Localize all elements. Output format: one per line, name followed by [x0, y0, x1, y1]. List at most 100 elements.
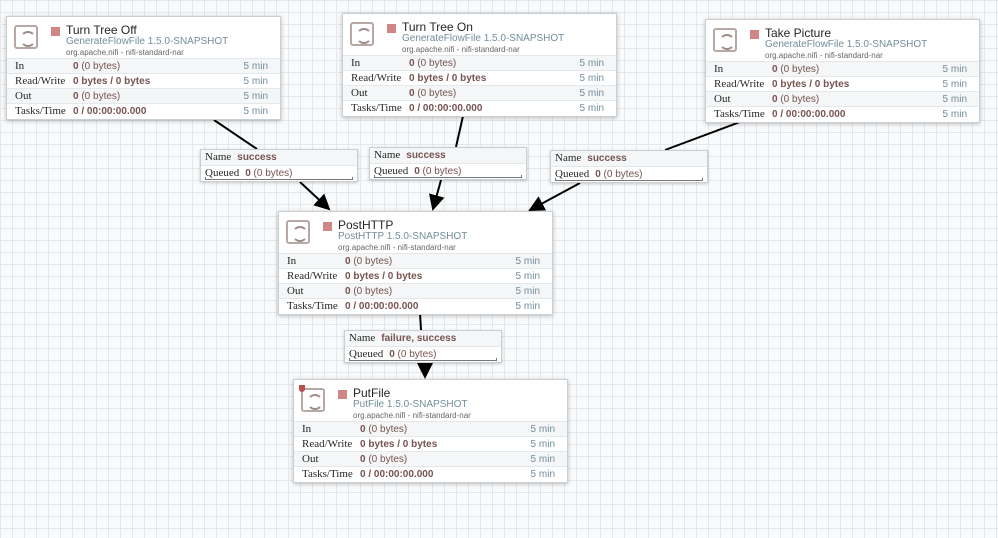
edge-turn-tree-off-to-posthttp [213, 119, 329, 209]
backpressure-bar [349, 358, 497, 361]
stat-row: Tasks/Time 0 / 00:00:00.000 5 min [706, 106, 979, 121]
stat-time: 5 min [579, 58, 604, 69]
connection-name-label: Name [205, 151, 232, 163]
stat-row: In 0 (0 bytes) 5 min [279, 253, 552, 268]
stat-row: Out 0 (0 bytes) 5 min [7, 88, 280, 103]
processor-turn-tree-on[interactable]: Turn Tree On GenerateFlowFile 1.5.0-SNAP… [342, 13, 617, 117]
queued-label: Queued [205, 167, 240, 179]
stat-row: Out 0 (0 bytes) 5 min [294, 451, 567, 466]
stat-row: Read/Write 0 bytes / 0 bytes 5 min [7, 73, 280, 88]
relationship-name: success [237, 152, 277, 163]
processor-name: PostHTTP [338, 218, 394, 232]
stat-label: Tasks/Time [714, 108, 765, 120]
connection-label[interactable]: Name success Queued 0 (0 bytes) [369, 147, 527, 180]
stat-time: 5 min [942, 109, 967, 120]
processor-bundle: org.apache.nifi - nifi-standard-nar [353, 411, 471, 420]
edge-posthttp-to-putfile [420, 312, 425, 377]
stat-row: Read/Write 0 bytes / 0 bytes 5 min [279, 268, 552, 283]
stat-row: Tasks/Time 0 / 00:00:00.000 5 min [343, 100, 616, 115]
connection-label[interactable]: Name success Queued 0 (0 bytes) [200, 149, 358, 182]
processor-type: GenerateFlowFile 1.5.0-SNAPSHOT [66, 36, 229, 47]
queued-size: (0 bytes) [394, 349, 437, 360]
stat-value: 0 (0 bytes) [73, 91, 121, 102]
stat-label: In [714, 63, 724, 75]
stat-value: 0 bytes / 0 bytes [772, 79, 850, 90]
stat-label: In [15, 60, 25, 72]
stat-row: In 0 (0 bytes) 5 min [294, 421, 567, 436]
stat-time: 5 min [515, 301, 540, 312]
stat-time: 5 min [243, 106, 268, 117]
stat-value: 0 / 00:00:00.000 [409, 103, 483, 114]
stat-value: 0 (0 bytes) [409, 58, 457, 69]
processor-posthttp[interactable]: PostHTTP PostHTTP 1.5.0-SNAPSHOT org.apa… [278, 211, 553, 315]
stat-label: Out [351, 87, 368, 99]
stat-row: Out 0 (0 bytes) 5 min [706, 91, 979, 106]
stat-label: Read/Write [351, 72, 402, 84]
stat-time: 5 min [942, 94, 967, 105]
processor-icon [301, 388, 325, 412]
stat-row: Read/Write 0 bytes / 0 bytes 5 min [706, 76, 979, 91]
relationship-name: success [587, 153, 627, 164]
processor-putfile[interactable]: PutFile PutFile 1.5.0-SNAPSHOT org.apach… [293, 379, 568, 483]
processor-type: PutFile 1.5.0-SNAPSHOT [353, 399, 468, 410]
stopped-icon [323, 222, 332, 231]
stopped-icon [51, 27, 60, 36]
stat-time: 5 min [530, 454, 555, 465]
queued-size: (0 bytes) [250, 168, 293, 179]
stat-value: 0 bytes / 0 bytes [345, 271, 423, 282]
queued-label: Queued [349, 348, 384, 360]
relationship-name: failure, success [381, 333, 457, 344]
stat-label: Read/Write [15, 75, 66, 87]
stat-value: 0 (0 bytes) [409, 88, 457, 99]
processor-name: Turn Tree Off [66, 23, 137, 37]
stopped-icon [750, 30, 759, 39]
stat-time: 5 min [530, 469, 555, 480]
queued-count: 0 [389, 349, 395, 360]
stat-value: 0 / 00:00:00.000 [772, 109, 846, 120]
connection-label[interactable]: Name failure, success Queued 0 (0 bytes) [344, 330, 502, 363]
processor-turn-tree-off[interactable]: Turn Tree Off GenerateFlowFile 1.5.0-SNA… [6, 16, 281, 120]
backpressure-bar [555, 178, 703, 181]
stat-label: Out [15, 90, 32, 102]
stat-label: Tasks/Time [15, 105, 66, 117]
queued-label: Queued [374, 165, 409, 177]
stat-row: Read/Write 0 bytes / 0 bytes 5 min [294, 436, 567, 451]
stat-time: 5 min [530, 424, 555, 435]
processor-bundle: org.apache.nifi - nifi-standard-nar [765, 51, 883, 60]
processor-icon [14, 25, 38, 49]
stopped-icon [387, 24, 396, 33]
stat-label: Read/Write [287, 270, 338, 282]
connection-name-label: Name [555, 152, 582, 164]
stat-value: 0 bytes / 0 bytes [409, 73, 487, 84]
queued-count: 0 [414, 166, 420, 177]
edge-turn-tree-on-to-posthttp [433, 115, 464, 209]
backpressure-bar [374, 175, 522, 178]
processor-bundle: org.apache.nifi - nifi-standard-nar [402, 45, 520, 54]
stat-value: 0 / 00:00:00.000 [345, 301, 419, 312]
stat-time: 5 min [579, 103, 604, 114]
stat-time: 5 min [243, 61, 268, 72]
relationship-name: success [406, 150, 446, 161]
stat-row: Read/Write 0 bytes / 0 bytes 5 min [343, 70, 616, 85]
stat-value: 0 (0 bytes) [345, 286, 393, 297]
processor-take-picture[interactable]: Take Picture GenerateFlowFile 1.5.0-SNAP… [705, 19, 980, 123]
stat-label: Out [302, 453, 319, 465]
queued-label: Queued [555, 168, 590, 180]
stat-label: Tasks/Time [287, 300, 338, 312]
stat-time: 5 min [243, 76, 268, 87]
queued-size: (0 bytes) [600, 169, 643, 180]
stat-label: Out [287, 285, 304, 297]
processor-bundle: org.apache.nifi - nifi-standard-nar [66, 48, 184, 57]
stat-value: 0 (0 bytes) [345, 256, 393, 267]
stat-value: 0 (0 bytes) [73, 61, 121, 72]
stat-label: In [287, 255, 297, 267]
stat-row: In 0 (0 bytes) 5 min [706, 61, 979, 76]
stat-row: Tasks/Time 0 / 00:00:00.000 5 min [7, 103, 280, 118]
stat-value: 0 / 00:00:00.000 [73, 106, 147, 117]
processor-type: PostHTTP 1.5.0-SNAPSHOT [338, 231, 468, 242]
stat-time: 5 min [243, 91, 268, 102]
connection-label[interactable]: Name success Queued 0 (0 bytes) [550, 150, 708, 183]
stat-label: Out [714, 93, 731, 105]
stat-row: In 0 (0 bytes) 5 min [7, 58, 280, 73]
